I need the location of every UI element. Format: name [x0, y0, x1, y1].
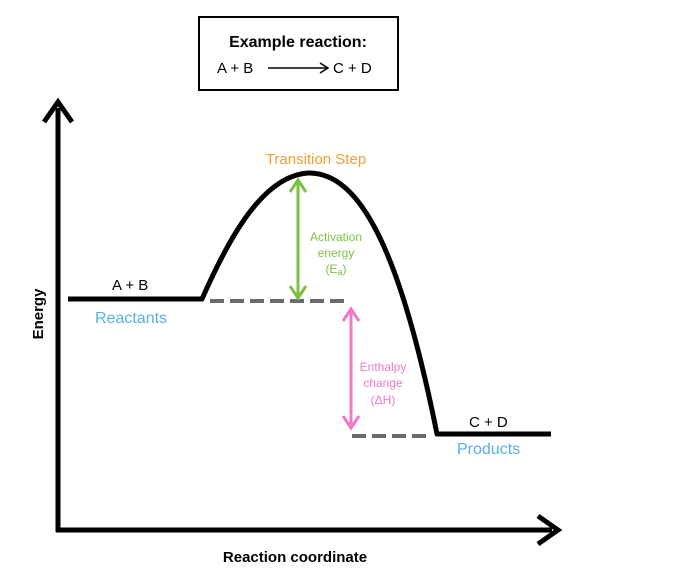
- activation-energy-paren-close: ): [343, 262, 347, 276]
- activation-energy-subscript: a: [337, 267, 342, 277]
- example-reaction-title: Example reaction:: [229, 34, 367, 51]
- enthalpy-change-label-line1: Enthalpy: [360, 360, 407, 374]
- activation-energy-label-line3: (Ea): [325, 262, 346, 277]
- activation-energy-arrow: [288, 177, 308, 301]
- enthalpy-change-label-line3: (ΔH): [371, 393, 396, 407]
- example-reactants: A + B: [217, 60, 253, 77]
- transition-step-label: Transition Step: [266, 151, 366, 168]
- activation-energy-label-line2: energy: [318, 246, 355, 260]
- activation-energy-label-line1: Activation: [310, 230, 362, 244]
- example-products: C + D: [333, 60, 372, 77]
- products-formula: C + D: [469, 414, 508, 431]
- y-axis: [41, 97, 75, 532]
- x-axis: [56, 513, 563, 547]
- products-label: Products: [457, 441, 520, 458]
- energy-curve: [68, 170, 551, 437]
- enthalpy-change-arrow: [341, 306, 361, 431]
- y-axis-label: Energy: [30, 288, 47, 340]
- example-reaction-arrow: [268, 62, 330, 74]
- x-axis-label: Reaction coordinate: [223, 549, 367, 566]
- example-reaction-box: [198, 16, 399, 91]
- activation-energy-paren-open: (E: [325, 262, 337, 276]
- reactants-label: Reactants: [95, 310, 167, 327]
- enthalpy-change-label-line2: change: [363, 376, 403, 390]
- reactants-formula: A + B: [112, 277, 148, 294]
